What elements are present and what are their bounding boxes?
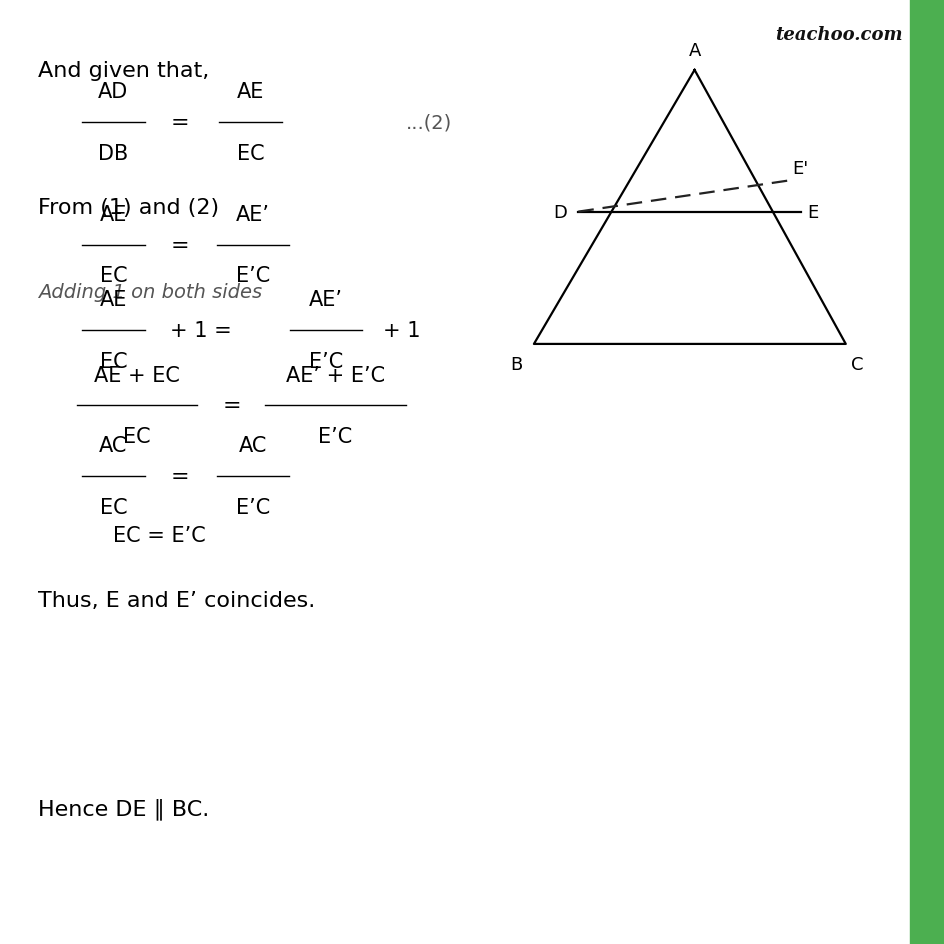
Text: =: =: [170, 235, 189, 256]
Text: AD: AD: [98, 82, 128, 102]
Text: teachoo.com: teachoo.com: [774, 26, 902, 44]
Text: AC: AC: [239, 436, 267, 456]
Text: AE + EC: AE + EC: [94, 365, 179, 385]
Text: Hence DE ∥ BC.: Hence DE ∥ BC.: [38, 798, 209, 819]
Text: =: =: [222, 396, 241, 416]
Text: E’C: E’C: [236, 266, 270, 286]
Text: AE: AE: [100, 205, 126, 225]
Text: EC: EC: [99, 266, 127, 286]
Bar: [908, 0, 944, 944]
Text: E': E': [792, 160, 808, 177]
Text: Adding 1 on both sides: Adding 1 on both sides: [38, 283, 261, 302]
Text: AE: AE: [237, 82, 263, 102]
Text: EC: EC: [99, 497, 127, 517]
Text: =: =: [170, 466, 189, 487]
Text: EC = E’C: EC = E’C: [113, 526, 206, 546]
Text: E’C: E’C: [236, 497, 270, 517]
Text: EC: EC: [123, 427, 151, 447]
Text: EC: EC: [236, 143, 264, 163]
Text: B: B: [510, 356, 522, 374]
Text: A: A: [687, 42, 700, 59]
Text: + 1 =: + 1 =: [170, 320, 231, 341]
Text: =: =: [170, 112, 189, 133]
Text: E’C: E’C: [318, 427, 352, 447]
Text: AE: AE: [100, 290, 126, 310]
Text: AE’ + E’C: AE’ + E’C: [286, 365, 384, 385]
Text: EC: EC: [99, 351, 127, 371]
Text: And given that,: And given that,: [38, 61, 209, 81]
Text: AC: AC: [99, 436, 127, 456]
Text: DB: DB: [98, 143, 128, 163]
Text: ...(2): ...(2): [406, 113, 452, 132]
Text: D: D: [552, 203, 566, 222]
Text: Thus, E and E’ coincides.: Thus, E and E’ coincides.: [38, 590, 314, 610]
Text: E: E: [806, 203, 818, 222]
Text: E’C: E’C: [309, 351, 343, 371]
Text: + 1: + 1: [382, 320, 420, 341]
Text: C: C: [851, 356, 863, 374]
Text: From (1) and (2): From (1) and (2): [38, 198, 219, 218]
Text: AE’: AE’: [309, 290, 343, 310]
Text: AE’: AE’: [236, 205, 270, 225]
